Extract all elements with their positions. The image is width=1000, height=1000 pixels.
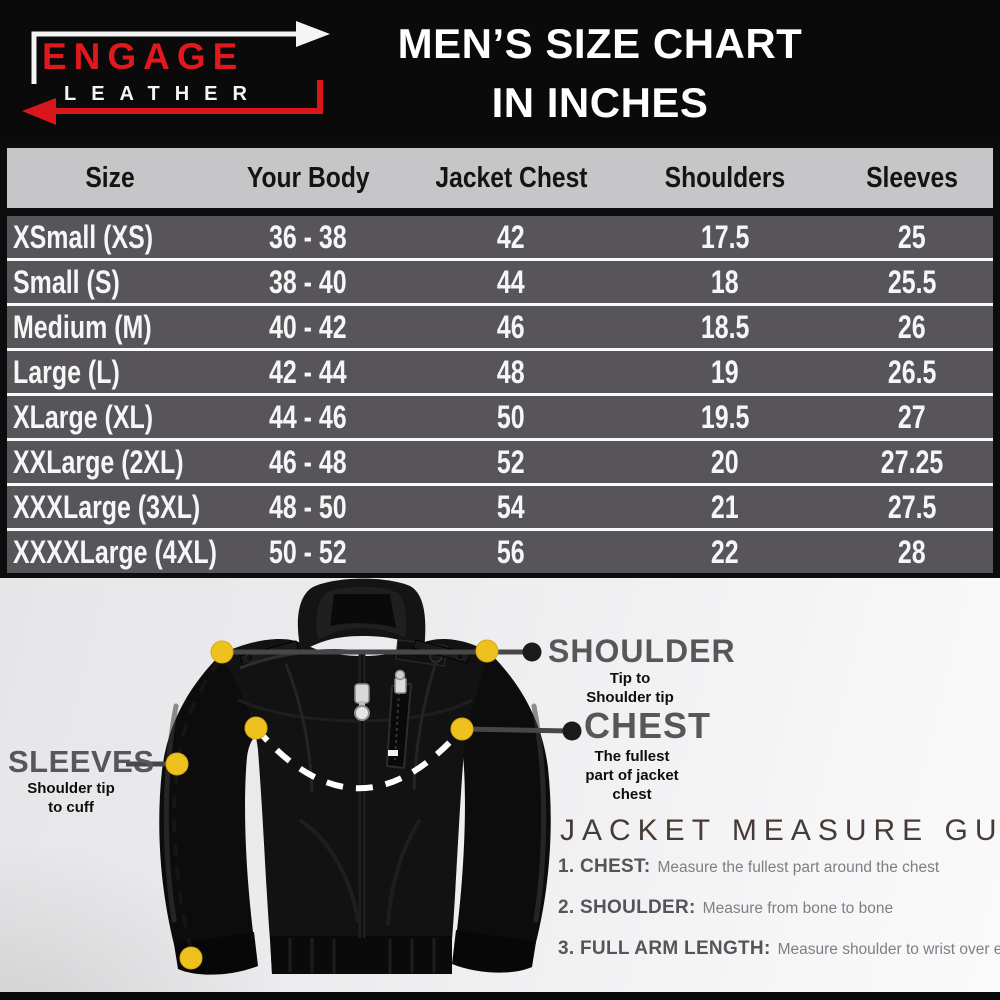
bottom-border-bar — [0, 992, 1000, 1000]
size-cell: XXXXLarge (4XL) — [13, 533, 217, 570]
value-cell: 42 — [497, 218, 525, 255]
size-cell: Small (S) — [13, 263, 120, 300]
value-cell: 19 — [711, 353, 739, 390]
page-header: ENGAGE LEATHER MEN’S SIZE CHART IN INCHE… — [0, 0, 1000, 143]
guide-title: JACKET MEASURE GUIDE — [560, 814, 1000, 847]
value-cell: 21 — [711, 488, 739, 525]
column-header-jacket-chest: Jacket Chest — [434, 161, 588, 194]
table-row: Medium (M) 40 - 42 46 18.5 26 — [7, 306, 993, 348]
value-cell: 46 — [497, 308, 525, 345]
brand-name: ENGAGE — [42, 36, 245, 77]
value-cell: 22 — [711, 533, 739, 570]
value-cell: 36 - 38 — [269, 218, 347, 255]
value-cell: 27.5 — [887, 488, 937, 525]
guide-item: 3. FULL ARM LENGTH: Measure shoulder to w… — [558, 938, 1000, 960]
size-cell: Large (L) — [13, 353, 120, 390]
table-row: Small (S) 38 - 40 44 18 25.5 — [7, 261, 993, 303]
chest-label: CHEST — [584, 705, 712, 746]
size-cell: Medium (M) — [13, 308, 152, 345]
table-body: XSmall (XS) 36 - 38 42 17.5 25 Small (S)… — [7, 216, 993, 573]
value-cell: 25.5 — [887, 263, 937, 300]
value-cell: 48 - 50 — [269, 488, 347, 525]
value-cell: 50 - 52 — [269, 533, 347, 570]
size-table: Size Your Body Jacket Chest Shoulders Sl… — [0, 143, 1000, 578]
value-cell: 27.25 — [880, 443, 944, 480]
column-header-shoulders: Shoulders — [664, 161, 786, 194]
value-cell: 26.5 — [887, 353, 937, 390]
brand-subtitle: LEATHER — [64, 83, 262, 105]
size-cell: XSmall (XS) — [13, 218, 154, 255]
column-header-your-body: Your Body — [246, 161, 370, 194]
size-cell: XXLarge (2XL) — [13, 443, 184, 480]
value-cell: 52 — [497, 443, 525, 480]
value-cell: 17.5 — [700, 218, 750, 255]
table-header-row: Size Your Body Jacket Chest Shoulders Sl… — [7, 148, 993, 208]
table-row: XXXXLarge (4XL) 50 - 52 56 22 28 — [7, 531, 993, 573]
value-cell: 42 - 44 — [269, 353, 347, 390]
logo-arrows-icon — [22, 21, 330, 125]
value-cell: 48 — [497, 353, 525, 390]
size-cell: XLarge (XL) — [13, 398, 154, 435]
table-row: XSmall (XS) 36 - 38 42 17.5 25 — [7, 216, 993, 258]
column-header-sleeves: Sleeves — [866, 161, 958, 194]
sleeves-sublabel: Shoulder tip to cuff — [27, 780, 115, 816]
guide-item: 2. SHOULDER: Measure from bone to bone — [558, 897, 893, 919]
value-cell: 19.5 — [700, 398, 750, 435]
title-line1: MEN’S SIZE CHART — [397, 20, 803, 67]
value-cell: 28 — [898, 533, 926, 570]
title-line2: IN INCHES — [491, 79, 709, 126]
chest-sublabel: The fullest part of jacket chest — [585, 748, 679, 803]
value-cell: 18 — [711, 263, 739, 300]
sleeves-label: SLEEVES — [8, 744, 155, 779]
size-cell: XXXLarge (3XL) — [13, 488, 201, 525]
value-cell: 26 — [898, 308, 926, 345]
guide-item-desc: Measure from bone to bone — [702, 900, 894, 917]
shoulder-sublabel: Tip to Shoulder tip — [586, 670, 674, 706]
guide-item-desc: Measure shoulder to wrist over elbow — [777, 941, 1000, 958]
shoulder-label: SHOULDER — [548, 633, 736, 669]
value-cell: 38 - 40 — [269, 263, 347, 300]
table-row: XXLarge (2XL) 46 - 48 52 20 27.25 — [7, 441, 993, 483]
value-cell: 46 - 48 — [269, 443, 347, 480]
table-row: XLarge (XL) 44 - 46 50 19.5 27 — [7, 396, 993, 438]
guide-item-label: 1. CHEST: — [558, 856, 651, 877]
guide-item: 1. CHEST: Measure the fullest part around… — [558, 856, 939, 878]
value-cell: 54 — [497, 488, 525, 525]
table-row: XXXLarge (3XL) 48 - 50 54 21 27.5 — [7, 486, 993, 528]
value-cell: 18.5 — [700, 308, 750, 345]
guide-item-label: 2. SHOULDER: — [558, 897, 696, 918]
guide-item-desc: Measure the fullest part around the ches… — [657, 859, 940, 876]
value-cell: 44 - 46 — [269, 398, 347, 435]
table-row: Large (L) 42 - 44 48 19 26.5 — [7, 351, 993, 393]
brand-logo: ENGAGE LEATHER — [12, 10, 342, 126]
column-header-size: Size — [85, 161, 135, 194]
value-cell: 56 — [497, 533, 525, 570]
value-cell: 27 — [898, 398, 926, 435]
value-cell: 20 — [711, 443, 739, 480]
page-title: MEN’S SIZE CHART IN INCHES — [360, 20, 840, 127]
value-cell: 25 — [898, 218, 926, 255]
guide-item-label: 3. FULL ARM LENGTH: — [558, 938, 771, 959]
measure-guide-section — [0, 578, 1000, 992]
value-cell: 40 - 42 — [269, 308, 347, 345]
value-cell: 44 — [497, 263, 525, 300]
value-cell: 50 — [497, 398, 525, 435]
